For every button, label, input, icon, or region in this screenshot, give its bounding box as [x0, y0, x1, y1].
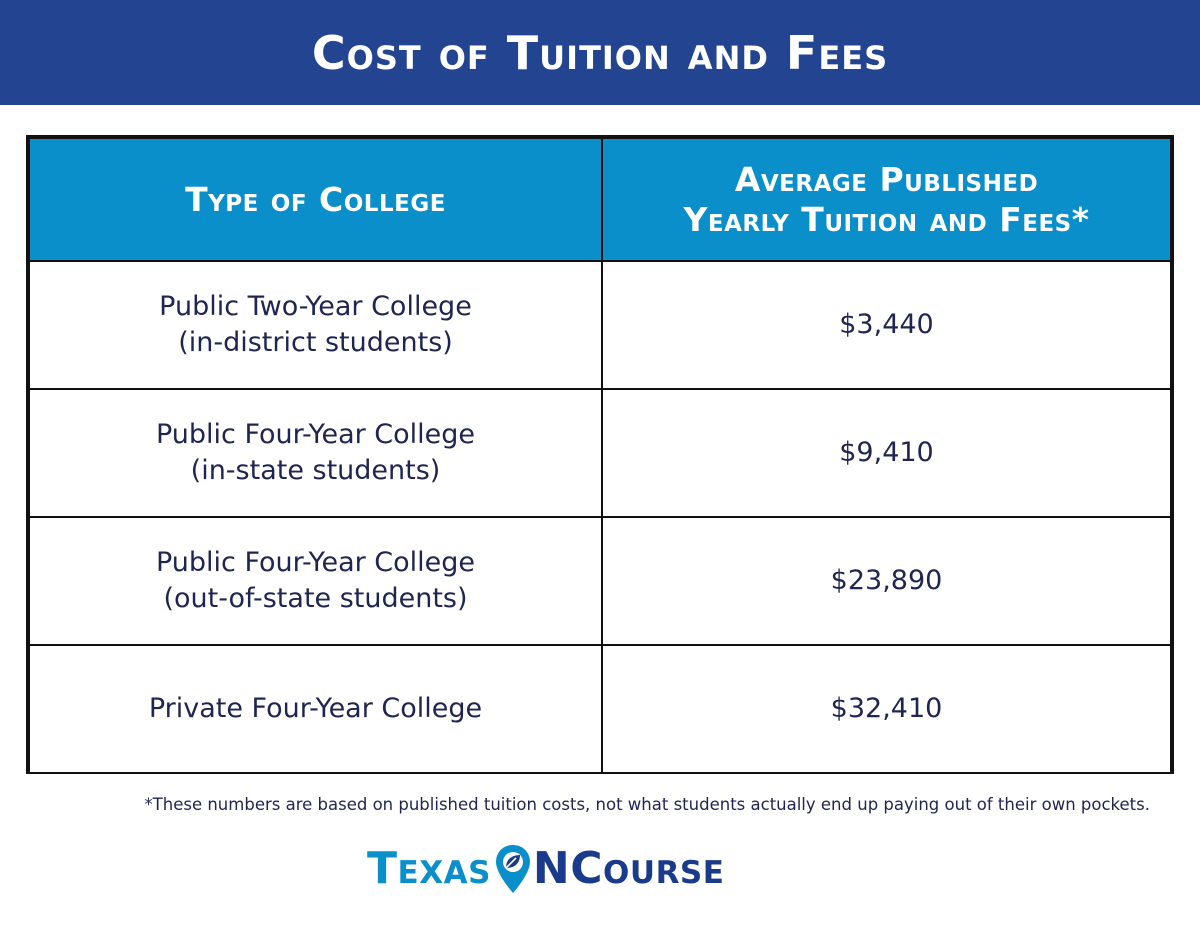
- college-type-note: (in-district students): [178, 327, 453, 358]
- table-row: Public Four-Year College (out-of-state s…: [28, 516, 1172, 646]
- table-header-row: Type of College Average Published Yearly…: [28, 137, 1172, 262]
- college-type-note: (out-of-state students): [163, 583, 468, 614]
- map-pin-leaf-icon: [495, 845, 530, 893]
- header-average-cost: Average Published Yearly Tuition and Fee…: [601, 137, 1172, 262]
- college-type-cell: Public Two-Year College (in-district stu…: [28, 260, 603, 390]
- college-type-name: Private Four-Year College: [148, 693, 483, 724]
- footnote: *These numbers are based on published tu…: [144, 795, 1150, 814]
- texas-oncourse-logo: Texas N Course: [367, 843, 724, 895]
- tuition-table: Type of College Average Published Yearly…: [26, 135, 1174, 774]
- table-row: Public Two-Year College (in-district stu…: [28, 260, 1172, 390]
- page-title: Cost of Tuition and Fees: [311, 25, 889, 80]
- college-type-name: Public Four-Year College: [155, 419, 476, 450]
- header-cost-line2: Yearly Tuition and Fees*: [683, 199, 1090, 239]
- cost-cell: $32,410: [601, 644, 1172, 774]
- cost-cell: $23,890: [601, 516, 1172, 646]
- college-type-name: Public Two-Year College: [159, 291, 472, 322]
- college-type-cell: Public Four-Year College (out-of-state s…: [28, 516, 603, 646]
- header-cost-line1: Average Published: [734, 159, 1039, 199]
- cost-cell: $3,440: [601, 260, 1172, 390]
- college-type-cell: Private Four-Year College: [28, 644, 603, 774]
- logo-text-course: Course: [570, 843, 725, 894]
- cost-cell: $9,410: [601, 388, 1172, 518]
- table-row: Public Four-Year College (in-state stude…: [28, 388, 1172, 518]
- college-type-note: (in-state students): [190, 455, 441, 486]
- header-type-of-college: Type of College: [28, 137, 603, 262]
- logo-text-texas: Texas: [367, 843, 491, 894]
- table-row: Private Four-Year College $32,410: [28, 644, 1172, 774]
- college-type-cell: Public Four-Year College (in-state stude…: [28, 388, 603, 518]
- logo-text-n: N: [532, 843, 571, 894]
- title-banner: Cost of Tuition and Fees: [0, 0, 1200, 105]
- college-type-name: Public Four-Year College: [155, 547, 476, 578]
